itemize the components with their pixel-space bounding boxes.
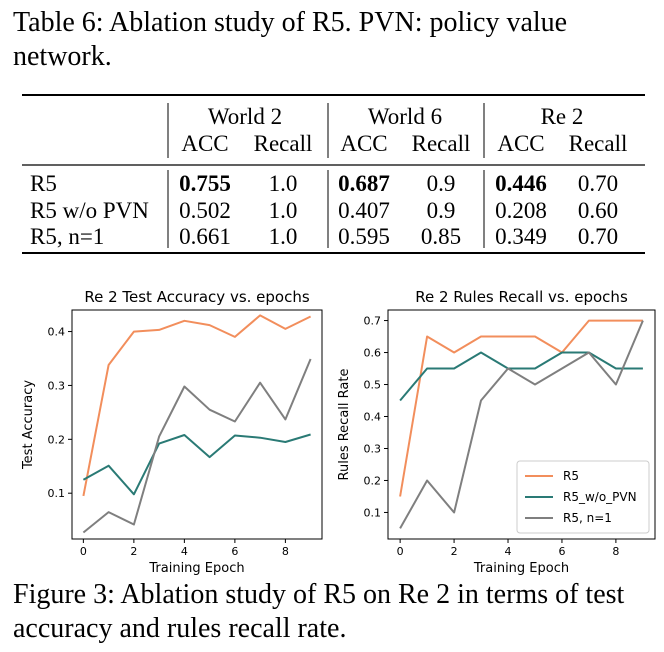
x-axis-label: Training Epoch xyxy=(473,561,569,576)
plot-frame xyxy=(387,309,656,540)
y-tick-label: 0.1 xyxy=(364,506,382,519)
table-cell: 0.85 xyxy=(421,224,461,249)
y-tick-label: 0.3 xyxy=(364,442,382,455)
series-line-r5-w-o-pvn xyxy=(82,433,311,496)
x-tick-label: 6 xyxy=(231,545,238,558)
table-cell: 0.9 xyxy=(427,198,456,223)
subheader: Recall xyxy=(569,131,628,156)
table-cell: 0.407 xyxy=(338,198,390,223)
table-cell: 0.349 xyxy=(495,224,547,249)
table-cell: 0.755 xyxy=(179,171,231,196)
legend-label-r5-w-o-pvn: R5_w/o_PVN xyxy=(563,490,637,504)
y-tick-label: 0.2 xyxy=(364,474,382,487)
x-tick-label: 6 xyxy=(558,545,565,558)
table-cell: 0.446 xyxy=(495,171,547,196)
group-header-world6: World 6 xyxy=(368,104,442,129)
table-cell: 0.595 xyxy=(338,224,390,249)
y-tick-label: 0.6 xyxy=(364,347,382,360)
table-caption: Table 6: Ablation study of R5. PVN: poli… xyxy=(13,7,568,72)
y-tick-label: 0.4 xyxy=(364,411,382,424)
subheader: ACC xyxy=(340,131,387,156)
row-label: R5 xyxy=(30,171,57,196)
x-tick-label: 8 xyxy=(612,545,619,558)
table-cell: 0.661 xyxy=(179,224,231,249)
legend-label-r5-n-1: R5, n=1 xyxy=(563,511,612,525)
x-tick-label: 2 xyxy=(451,545,458,558)
y-tick-label: 0.7 xyxy=(364,315,382,328)
y-tick-label: 0.1 xyxy=(48,487,66,500)
subheader: Recall xyxy=(254,131,313,156)
series-line-r5-n-1 xyxy=(399,320,644,529)
x-tick-label: 8 xyxy=(282,545,289,558)
plot-frame xyxy=(71,309,323,540)
y-tick-label: 0.4 xyxy=(48,326,66,339)
table-cell: 1.0 xyxy=(269,171,298,196)
legend-box xyxy=(516,460,650,534)
chart-title: Re 2 Test Accuracy vs. epochs xyxy=(84,288,310,306)
ablation-table: World 2 World 6 Re 2 ACC Recall ACC Reca… xyxy=(22,94,645,254)
y-tick-label: 0.2 xyxy=(48,433,66,446)
table-cell: 0.60 xyxy=(578,198,618,223)
y-tick-label: 0.5 xyxy=(364,379,382,392)
table-cell: 0.9 xyxy=(427,171,456,196)
table-cell: 0.70 xyxy=(578,224,618,249)
group-header-world2: World 2 xyxy=(208,104,282,129)
x-axis-label: Training Epoch xyxy=(148,561,244,576)
series-line-r5-w-o-pvn xyxy=(399,351,643,402)
y-tick-label: 0.3 xyxy=(48,379,66,392)
recall-chart: Re 2 Rules Recall vs. epochs 0 2 4 6 8 0.1 0.2 0… xyxy=(337,288,656,576)
table-cell: 0.70 xyxy=(578,171,618,196)
row-label: R5 w/o PVN xyxy=(30,198,149,223)
y-axis-label: Rules Recall Rate xyxy=(337,369,352,481)
subheader: ACC xyxy=(497,131,544,156)
chart-title: Re 2 Rules Recall vs. epochs xyxy=(415,288,628,306)
y-axis-label: Test Accuracy xyxy=(21,380,36,470)
x-tick-label: 2 xyxy=(130,545,137,558)
row-label: R5, n=1 xyxy=(30,224,104,249)
x-tick-label: 4 xyxy=(505,545,512,558)
series-line-r5-n-1 xyxy=(82,358,312,534)
group-header-re2: Re 2 xyxy=(541,104,584,129)
table-cell: 1.0 xyxy=(269,198,298,223)
subheader: Recall xyxy=(412,131,471,156)
accuracy-chart: Re 2 Test Accuracy vs. epochs 0 2 4 6 8 0.1 0.2… xyxy=(21,288,323,576)
table-cell: 0.208 xyxy=(495,198,547,223)
table-cell: 0.502 xyxy=(179,198,231,223)
x-tick-label: 0 xyxy=(80,545,87,558)
x-tick-label: 4 xyxy=(181,545,188,558)
x-tick-label: 0 xyxy=(397,545,404,558)
table-cell: 1.0 xyxy=(269,224,298,249)
legend: R5 R5_w/o_PVN R5, n=1 xyxy=(516,460,650,534)
table-cell: 0.687 xyxy=(338,171,390,196)
series-line-r5 xyxy=(82,314,312,497)
figure-caption: Figure 3: Ablation study of R5 on Re 2 i… xyxy=(13,579,625,644)
subheader: ACC xyxy=(181,131,228,156)
series-line-r5 xyxy=(399,319,643,497)
legend-label-r5: R5 xyxy=(563,469,579,483)
